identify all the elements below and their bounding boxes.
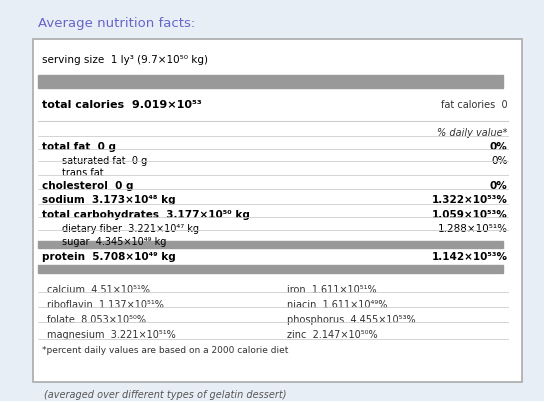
Bar <box>38 76 503 89</box>
Text: Average nutrition facts:: Average nutrition facts: <box>38 17 195 30</box>
Text: cholesterol  0 g: cholesterol 0 g <box>42 181 134 191</box>
Text: total carbohydrates  3.177×10⁵⁰ kg: total carbohydrates 3.177×10⁵⁰ kg <box>42 209 250 219</box>
FancyBboxPatch shape <box>33 40 522 382</box>
Text: riboflavin  1.137×10⁵¹%: riboflavin 1.137×10⁵¹% <box>47 299 164 309</box>
Text: protein  5.708×10⁴⁹ kg: protein 5.708×10⁴⁹ kg <box>42 251 176 261</box>
Text: sodium  3.173×10⁴⁸ kg: sodium 3.173×10⁴⁸ kg <box>42 194 176 205</box>
Text: 1.142×10⁵³%: 1.142×10⁵³% <box>431 251 508 261</box>
Text: trans fat: trans fat <box>62 167 104 177</box>
Text: dietary fiber  3.221×10⁴⁷ kg: dietary fiber 3.221×10⁴⁷ kg <box>62 223 199 233</box>
Text: total calories  9.019×10⁵³: total calories 9.019×10⁵³ <box>42 100 202 110</box>
Text: phosphorus  4.455×10⁵³%: phosphorus 4.455×10⁵³% <box>287 314 416 324</box>
Text: serving size  1 ly³ (9.7×10⁵⁰ kg): serving size 1 ly³ (9.7×10⁵⁰ kg) <box>42 55 208 65</box>
Text: 0%: 0% <box>490 142 508 152</box>
Text: *percent daily values are based on a 2000 calorie diet: *percent daily values are based on a 200… <box>42 345 289 354</box>
Text: niacin  1.611×10⁴⁹%: niacin 1.611×10⁴⁹% <box>287 299 388 309</box>
Bar <box>38 242 503 249</box>
Text: sugar  4.345×10⁴⁹ kg: sugar 4.345×10⁴⁹ kg <box>62 236 166 246</box>
Text: calcium  4.51×10⁵¹%: calcium 4.51×10⁵¹% <box>47 284 150 294</box>
Text: (averaged over different types of gelatin dessert): (averaged over different types of gelati… <box>44 389 286 399</box>
Text: 1.288×10⁵¹%: 1.288×10⁵¹% <box>437 223 508 233</box>
Text: % daily value*: % daily value* <box>437 128 508 138</box>
Bar <box>38 265 503 273</box>
Text: zinc  2.147×10⁵⁰%: zinc 2.147×10⁵⁰% <box>287 329 378 339</box>
Text: iron  1.611×10⁵¹%: iron 1.611×10⁵¹% <box>287 284 377 294</box>
Text: saturated fat  0 g: saturated fat 0 g <box>62 155 147 165</box>
Text: 0%: 0% <box>490 181 508 191</box>
Text: folate  8.053×10⁵⁰%: folate 8.053×10⁵⁰% <box>47 314 146 324</box>
Text: total fat  0 g: total fat 0 g <box>42 142 116 152</box>
Text: magnesium  3.221×10⁵¹%: magnesium 3.221×10⁵¹% <box>47 329 176 339</box>
Text: fat calories  0: fat calories 0 <box>441 100 508 110</box>
Text: 1.059×10⁵³%: 1.059×10⁵³% <box>432 209 508 219</box>
Text: 1.322×10⁵³%: 1.322×10⁵³% <box>432 194 508 205</box>
Text: 0%: 0% <box>491 155 508 165</box>
